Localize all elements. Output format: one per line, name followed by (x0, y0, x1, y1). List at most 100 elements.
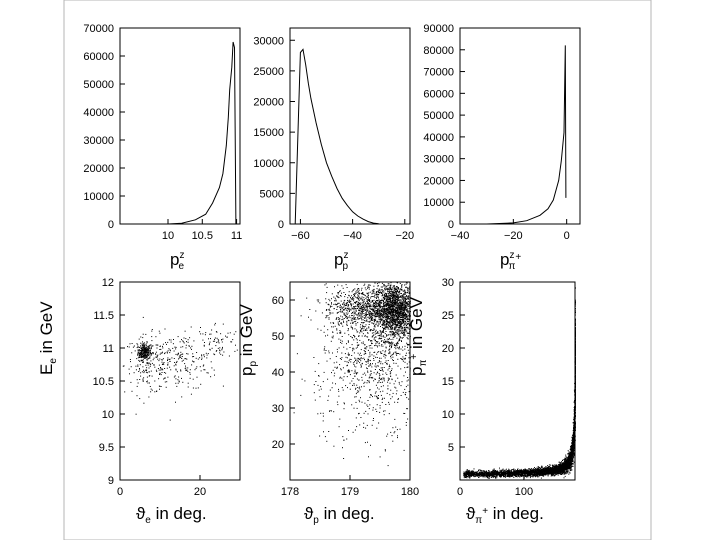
scatter-point (385, 293, 387, 295)
scatter-point (373, 328, 375, 330)
scatter-point (340, 295, 342, 297)
scatter-point (396, 325, 398, 327)
scatter-point (142, 343, 144, 345)
scatter-point (345, 314, 347, 316)
scatter-point (182, 346, 184, 348)
scatter-point (391, 315, 393, 317)
scatter-point (204, 334, 206, 336)
scatter-point (389, 298, 391, 300)
scatter-point (318, 299, 320, 301)
scatter-point (236, 349, 238, 351)
scatter-point (363, 300, 365, 302)
scatter-point (390, 313, 392, 314)
scatter-point (378, 303, 380, 305)
scatter-point (380, 326, 381, 327)
scatter-point (391, 325, 393, 327)
scatter-point (358, 358, 360, 360)
scatter-point (383, 285, 385, 287)
scatter-point (394, 329, 396, 331)
scatter-point (364, 295, 366, 297)
x-tick-label: 11 (231, 230, 242, 242)
scatter-point (357, 318, 359, 320)
scatter-point (355, 313, 357, 315)
scatter-point (180, 351, 182, 353)
scatter-point (361, 312, 363, 314)
scatter-point (192, 387, 194, 389)
scatter-point (362, 309, 364, 311)
scatter-point (378, 299, 380, 301)
scatter-point (379, 300, 381, 302)
scatter-point (154, 391, 156, 393)
scatter-point (391, 344, 393, 346)
scatter-point (383, 355, 385, 357)
scatter-point (144, 350, 146, 352)
scatter-point (145, 356, 147, 358)
scatter-point (407, 349, 409, 351)
scatter-point (378, 342, 380, 344)
scatter-point (397, 358, 399, 360)
scatter-point (395, 312, 397, 314)
scatter-point (486, 475, 487, 477)
scatter-point (193, 361, 195, 362)
scatter-point (401, 297, 403, 299)
scatter-point (406, 366, 408, 368)
scatter-point (142, 380, 144, 382)
scatter-point (335, 300, 337, 302)
scatter-point (340, 358, 342, 360)
scatter-point (141, 359, 143, 361)
scatter-point (526, 476, 528, 478)
scatter-point (143, 355, 145, 357)
scatter-point (380, 292, 382, 294)
scatter-point (151, 346, 152, 348)
scatter-point (350, 305, 352, 307)
scatter-point (160, 374, 162, 376)
scatter-point (393, 312, 395, 314)
scatter-point (343, 458, 345, 459)
scatter-point (143, 369, 144, 371)
scatter-point (373, 332, 375, 334)
scatter-point (146, 347, 148, 349)
scatter-point (334, 303, 336, 305)
scatter-point (330, 312, 332, 314)
scatter-point (398, 316, 400, 318)
scatter-point (356, 314, 358, 316)
scatter-point (371, 319, 372, 320)
scatter-point (405, 352, 407, 354)
scatter-point (401, 307, 403, 309)
scatter-point (360, 329, 362, 331)
scatter-point (371, 424, 373, 426)
scatter-point (387, 318, 389, 320)
scatter-point (376, 296, 377, 298)
scatter-point (141, 371, 143, 373)
scatter-point (377, 346, 378, 348)
scatter-point (199, 331, 201, 333)
scatter-point (393, 310, 395, 312)
scatter-point (385, 355, 387, 357)
scatter-point (407, 326, 409, 328)
x-tick-label: 180 (401, 486, 419, 498)
scatter-point (391, 345, 393, 347)
scatter-point (403, 299, 405, 301)
scatter-point (356, 300, 358, 302)
scatter-point (402, 306, 404, 308)
scatter-point (394, 310, 396, 312)
scatter-point (150, 364, 152, 366)
scatter-point (396, 296, 398, 298)
scatter-point (393, 295, 394, 296)
scatter-point (379, 369, 380, 371)
scatter-point (405, 355, 407, 356)
scatter-point (405, 283, 407, 285)
scatter-point (166, 351, 168, 353)
scatter-point (139, 364, 141, 366)
scatter-point (359, 310, 361, 312)
scatter-point (363, 284, 365, 286)
scatter-point (383, 308, 385, 310)
scatter-point (353, 383, 355, 385)
scatter-point (408, 303, 410, 305)
scatter-point (393, 343, 395, 345)
scatter-point (407, 338, 409, 340)
scatter-point (394, 296, 396, 298)
scatter-point (355, 302, 357, 304)
scatter-point (148, 346, 150, 348)
scatter-point (207, 353, 209, 355)
